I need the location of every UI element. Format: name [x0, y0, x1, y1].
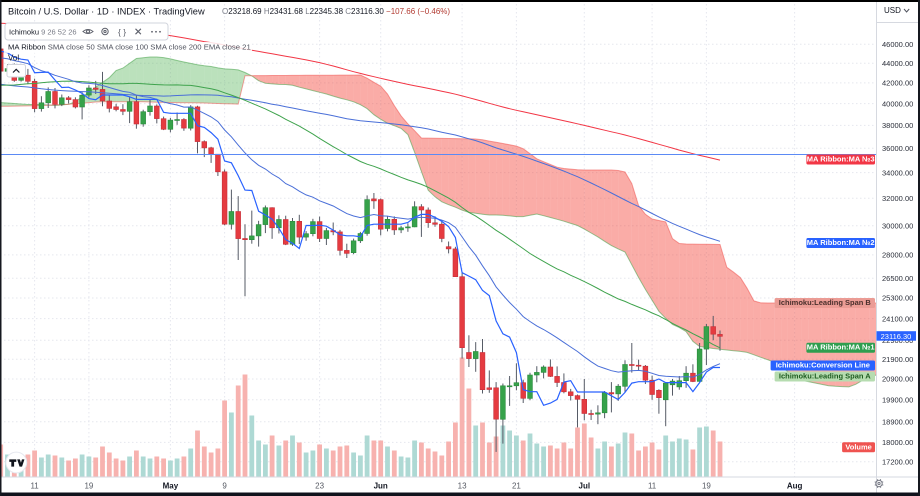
svg-text:O23218.69 H23431.68 L22345.38: O23218.69 H23431.68 L22345.38 C23116.30 …	[222, 7, 450, 16]
svg-text:Bitcoin / U.S. Dollar · 1D · I: Bitcoin / U.S. Dollar · 1D · INDEX · Tra…	[8, 7, 205, 17]
svg-text:USD: USD	[884, 6, 901, 15]
svg-text:18900.00: 18900.00	[882, 417, 913, 426]
svg-text:23: 23	[315, 481, 324, 490]
svg-text:28000.00: 28000.00	[882, 251, 913, 260]
svg-text:44000.00: 44000.00	[882, 59, 913, 68]
svg-text:11: 11	[648, 481, 657, 490]
svg-text:MA Ribbon:MA №2: MA Ribbon:MA №2	[807, 238, 875, 247]
svg-text:Ichimoku:Leading Span A: Ichimoku:Leading Span A	[779, 372, 871, 381]
svg-text:May: May	[163, 481, 179, 490]
svg-text:20900.00: 20900.00	[882, 375, 913, 384]
svg-text:Ichimoku 9 26 52 26: Ichimoku 9 26 52 26	[9, 28, 77, 37]
svg-text:{ }: { }	[118, 27, 126, 37]
svg-text:32000.00: 32000.00	[882, 194, 913, 203]
svg-text:19: 19	[84, 481, 93, 490]
svg-text:Jul: Jul	[579, 481, 591, 490]
svg-text:30000.00: 30000.00	[882, 221, 913, 230]
svg-text:21900.00: 21900.00	[882, 355, 913, 364]
svg-text:34000.00: 34000.00	[882, 168, 913, 177]
svg-text:MA Ribbon:MA №3: MA Ribbon:MA №3	[807, 155, 875, 164]
svg-text:9: 9	[222, 481, 227, 490]
svg-text:MA Ribbon:MA №1: MA Ribbon:MA №1	[807, 343, 875, 352]
svg-text:MA Ribbon SMA close 50 SMA clo: MA Ribbon SMA close 50 SMA close 100 SMA…	[8, 43, 251, 52]
svg-text:21: 21	[512, 481, 521, 490]
svg-text:Aug: Aug	[787, 481, 803, 490]
svg-text:25300.00: 25300.00	[882, 294, 913, 303]
svg-text:Jun: Jun	[374, 481, 388, 490]
svg-text:36000.00: 36000.00	[882, 144, 913, 153]
svg-text:17200.00: 17200.00	[882, 457, 913, 466]
svg-text:13: 13	[458, 481, 467, 490]
svg-text:46000.00: 46000.00	[882, 40, 913, 49]
svg-text:24100.00: 24100.00	[882, 314, 913, 323]
svg-text:19900.00: 19900.00	[882, 396, 913, 405]
svg-text:19: 19	[702, 481, 711, 490]
svg-text:Ichimoku:Leading Span B: Ichimoku:Leading Span B	[779, 298, 872, 307]
svg-text:40000.00: 40000.00	[882, 99, 913, 108]
svg-text:Vol: Vol	[8, 54, 19, 63]
svg-text:26500.00: 26500.00	[882, 274, 913, 283]
svg-text:18000.00: 18000.00	[882, 438, 913, 447]
svg-text:Ichimoku:Conversion Line: Ichimoku:Conversion Line	[776, 361, 870, 370]
svg-text:11: 11	[30, 481, 39, 490]
svg-text:42000.00: 42000.00	[882, 79, 913, 88]
svg-text:23116.30: 23116.30	[881, 332, 912, 341]
svg-text:Volume: Volume	[845, 442, 872, 451]
svg-text:38000.00: 38000.00	[882, 121, 913, 130]
